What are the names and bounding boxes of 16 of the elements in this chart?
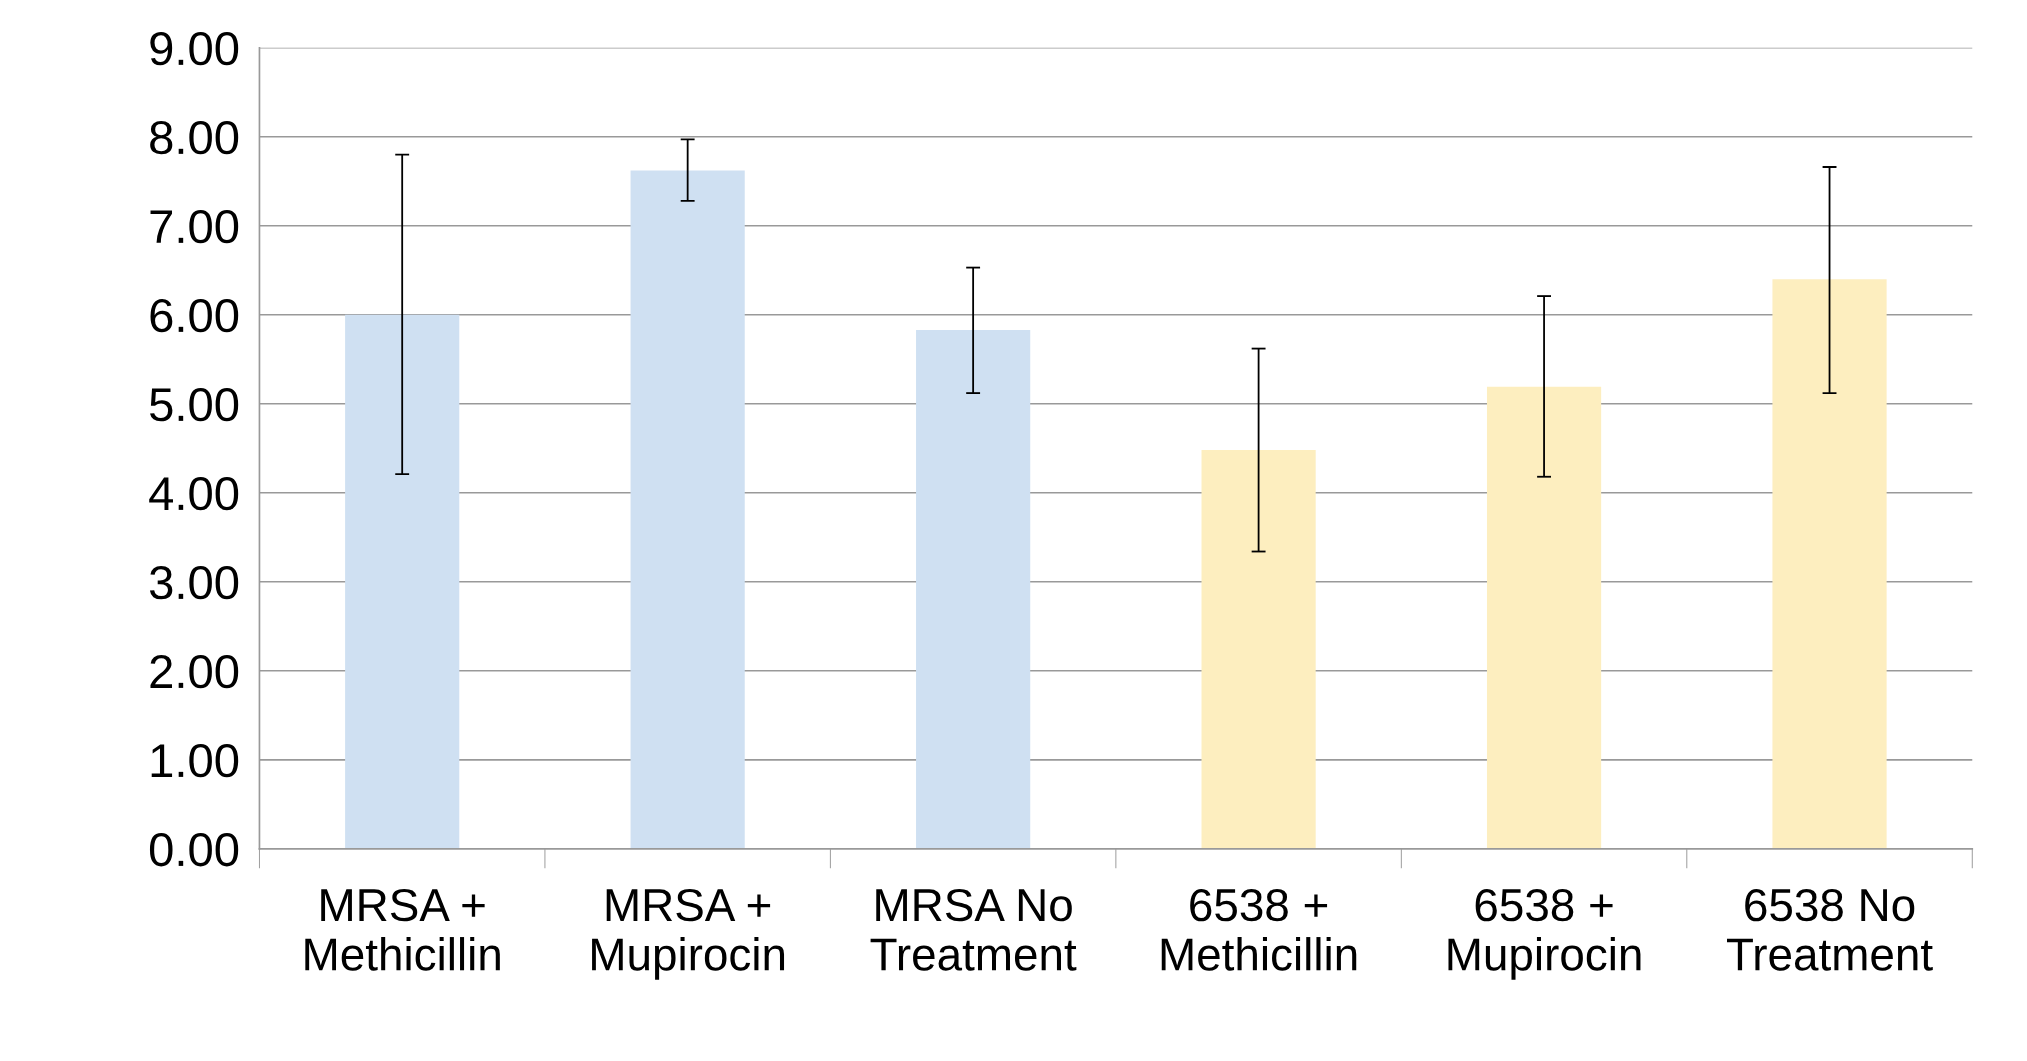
x-tick-label: MRSA No Treatment — [870, 888, 1077, 971]
y-tick-label: 8.00 — [150, 120, 239, 155]
y-tick-label: 9.00 — [150, 31, 239, 66]
x-tick-label: 6538 + Methicillin — [1161, 888, 1357, 971]
y-tick-label: 7.00 — [150, 209, 239, 244]
y-tick-label: 1.00 — [151, 743, 239, 778]
y-tick-label: 6.00 — [150, 298, 239, 333]
x-tick-label: MRSA + Mupirocin — [592, 888, 785, 980]
y-tick-label: 5.00 — [150, 387, 239, 422]
x-tick-label: 6538 No Treatment — [1727, 888, 1933, 971]
y-tick-label: 2.00 — [150, 654, 239, 689]
x-tick-label: 6538 + Mupirocin — [1448, 888, 1641, 980]
x-tick-label: MRSA + Methicillin — [305, 888, 500, 971]
y-tick-label: 3.00 — [149, 565, 239, 600]
y-tick-label: 0.00 — [149, 832, 239, 867]
y-tick-label: 4.00 — [149, 476, 239, 511]
